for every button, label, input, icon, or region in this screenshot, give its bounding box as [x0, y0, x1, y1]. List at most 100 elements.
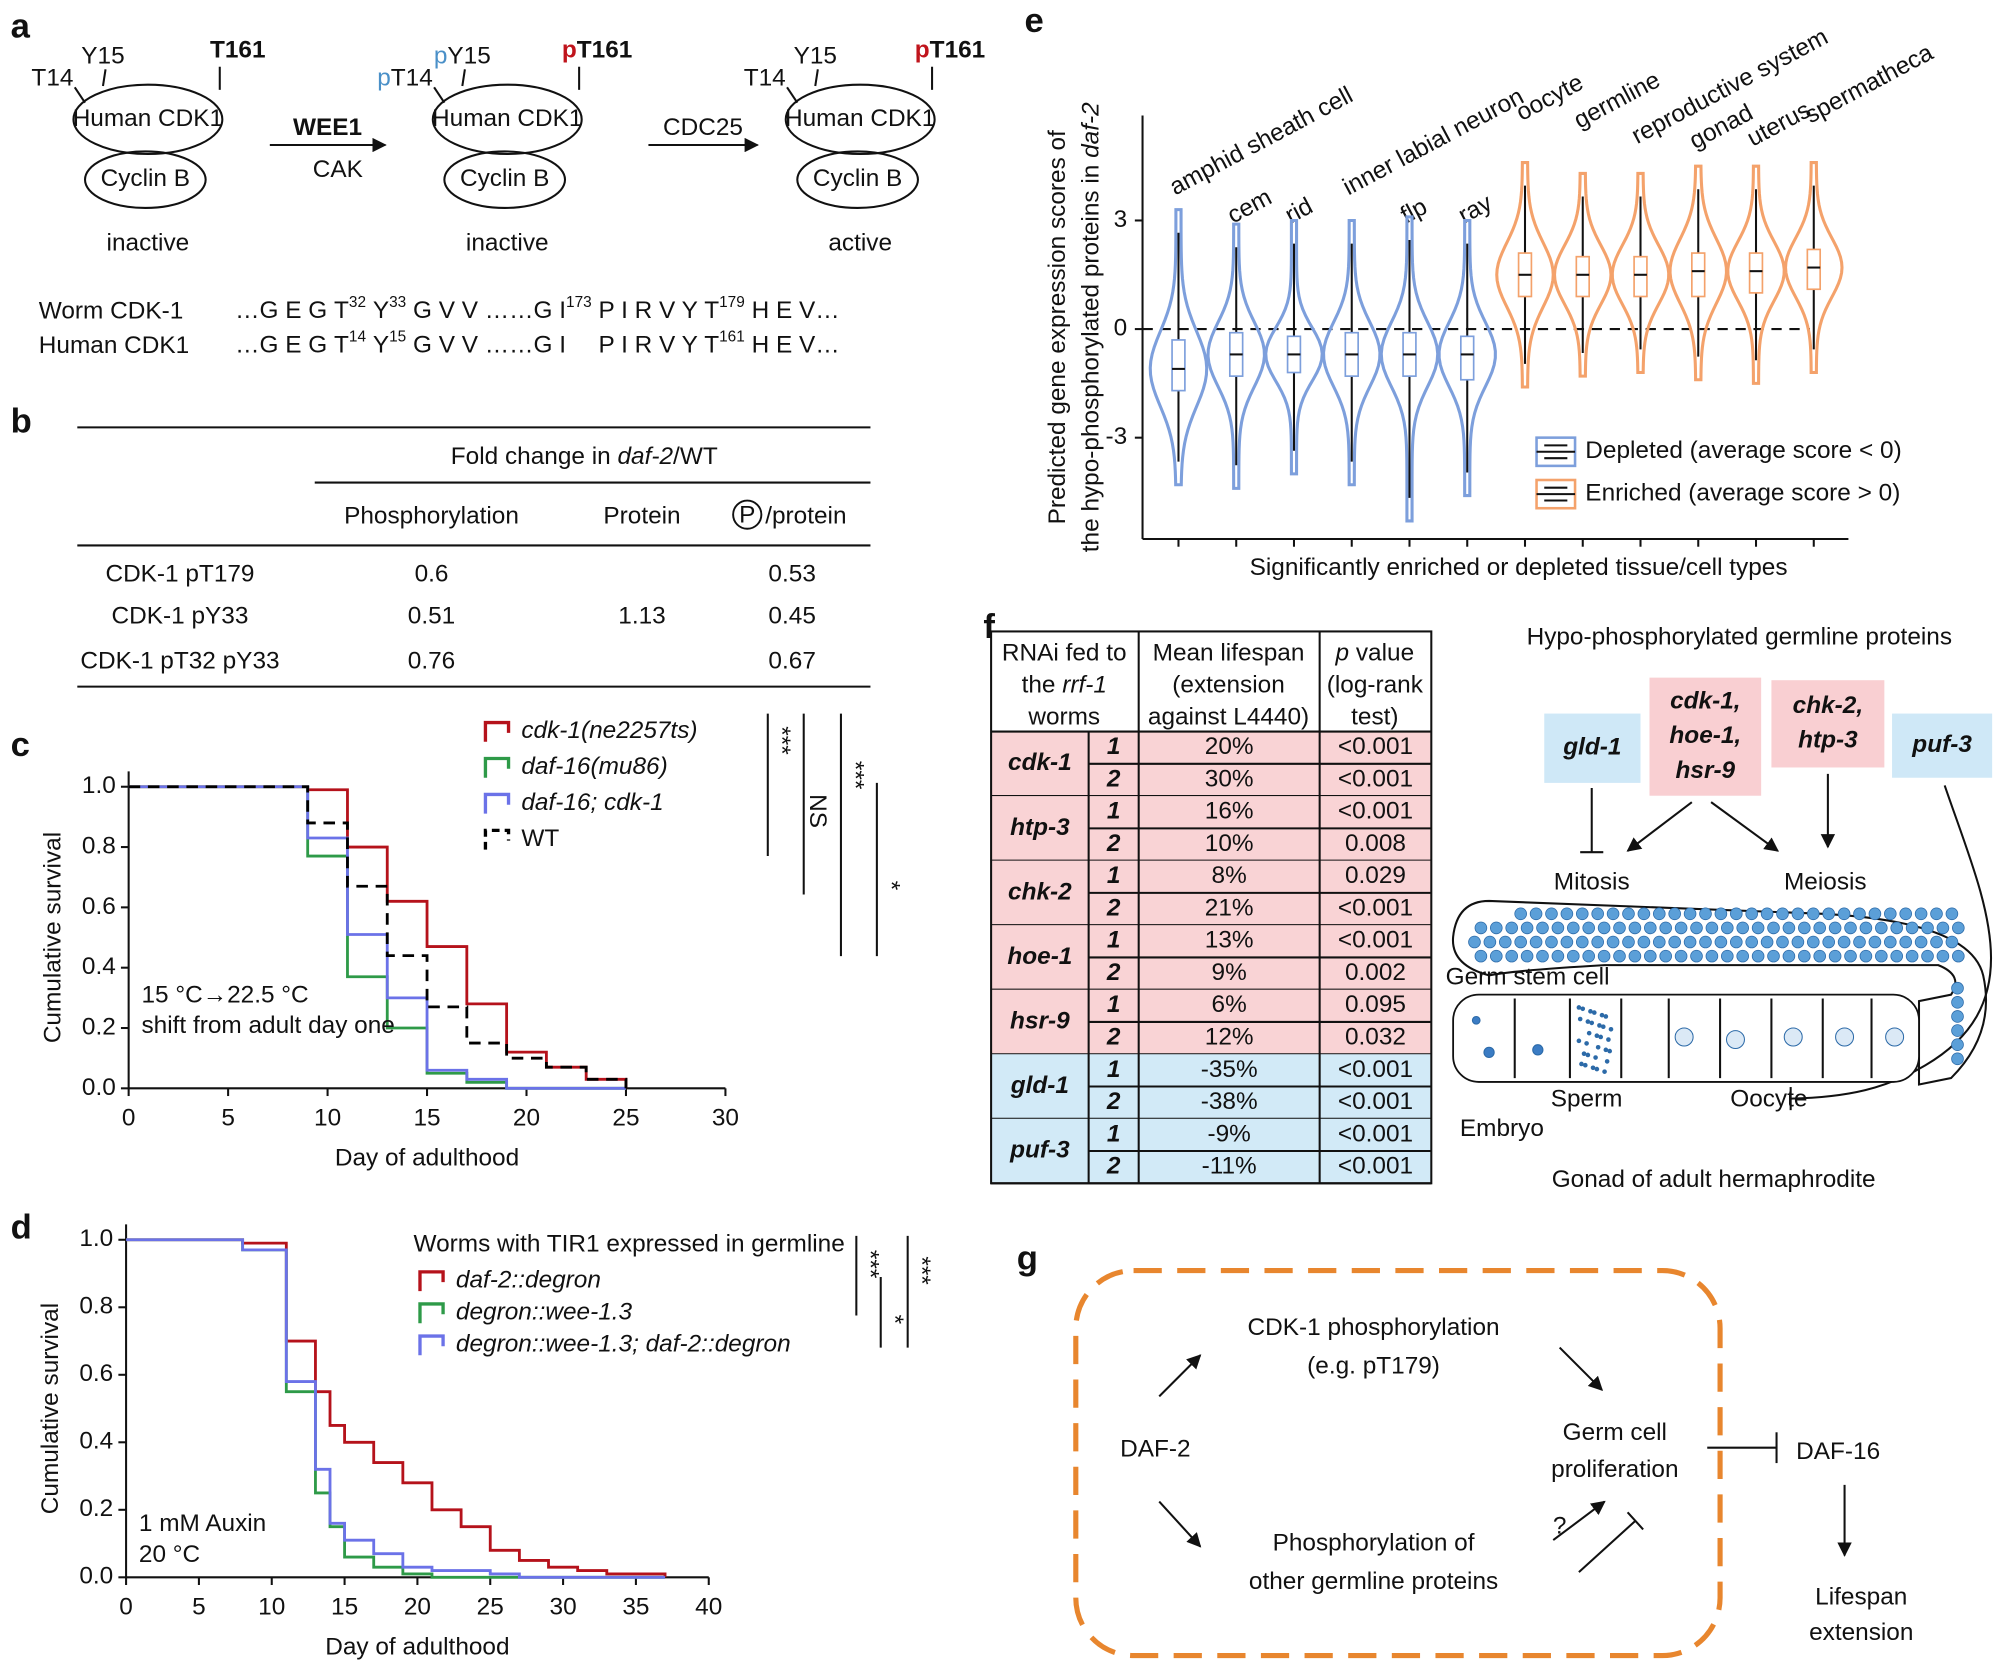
germ-cell: [1674, 921, 1688, 935]
p-value: <0.001: [1338, 1120, 1413, 1147]
legend-title: Worms with TIR1 expressed in germline: [414, 1230, 845, 1257]
category-label: flp: [1396, 193, 1431, 229]
germ-cell: [1628, 921, 1642, 935]
sequence-part: Y33: [373, 294, 406, 324]
replicate: 1: [1107, 991, 1121, 1018]
site-tick: [814, 69, 819, 87]
germ-cell: [1668, 935, 1681, 949]
germ-cell: [1730, 907, 1743, 921]
germ-cell: [1905, 949, 1919, 963]
site-tick: [433, 86, 446, 104]
x-tick-label: 0: [119, 1594, 133, 1621]
superscript: 33: [389, 294, 406, 311]
germ-cell: [1782, 921, 1796, 935]
node-label: extension: [1809, 1619, 1913, 1646]
residues: T: [334, 297, 349, 324]
germ-cell: [1613, 949, 1626, 963]
sperm: [1604, 1059, 1610, 1064]
x-tick-label: 15: [413, 1105, 440, 1132]
table-header-part: Mean lifespan: [1153, 640, 1305, 667]
cyclin-label: Cyclin B: [101, 165, 190, 192]
p-value: 0.008: [1345, 830, 1406, 857]
panel-label: c: [11, 726, 30, 764]
germ-cell: [1674, 949, 1688, 963]
y-tick-label: -3: [1105, 423, 1127, 450]
cyclin-label: Cyclin B: [813, 165, 902, 192]
sequence-part: T14: [334, 329, 366, 359]
sperm: [1576, 1005, 1582, 1010]
protein-name: puf-3: [1911, 731, 1972, 758]
germ-cell: [1659, 921, 1672, 935]
site-residue: T14: [744, 65, 786, 92]
germ-cell: [1890, 949, 1904, 963]
residues: T: [704, 297, 719, 324]
diagram-title: Hypo-phosphorylated germline proteins: [1527, 623, 1952, 650]
table-header-part: p: [1335, 640, 1350, 667]
germ-cell: [1767, 921, 1780, 935]
kinase-label: Human CDK1: [785, 105, 935, 132]
germ-cell: [1745, 935, 1758, 949]
sperm: [1594, 1066, 1600, 1072]
germ-cell: [1606, 907, 1620, 921]
protein-box: [1649, 677, 1762, 796]
sequence-part: [366, 332, 373, 359]
replicate: 2: [1106, 1088, 1121, 1115]
p-value: 0.029: [1345, 862, 1406, 889]
kinase-label: Human CDK1: [432, 105, 582, 132]
residues: G V V ……G I: [406, 297, 566, 324]
germ-cell: [1730, 935, 1743, 949]
violin: [1495, 161, 1555, 389]
column-header: P: [739, 501, 755, 528]
extension: -11%: [1202, 1153, 1257, 1180]
germ-cell: [1490, 949, 1503, 963]
site-residue: T161: [930, 37, 986, 64]
y-axis-label-part: daf-2: [1078, 102, 1105, 158]
sperm: [1608, 1026, 1614, 1032]
germ-cell: [1914, 907, 1928, 921]
node-label: (e.g. pT179): [1307, 1352, 1440, 1379]
replicate: 1: [1107, 733, 1121, 760]
column-header: /protein: [765, 503, 846, 530]
violin: [1552, 171, 1613, 378]
sperm: [1599, 1012, 1605, 1018]
site-phospho: p: [562, 37, 577, 64]
replicate: 2: [1106, 1024, 1121, 1051]
germ-cell: [1560, 935, 1574, 949]
gene-name: chk-2: [1008, 878, 1072, 905]
p-value: <0.001: [1338, 1056, 1413, 1083]
legend-swatch: [418, 1270, 445, 1292]
violin: [1437, 218, 1497, 498]
superscript: 161: [719, 329, 745, 346]
protein-box: [1771, 680, 1885, 768]
germ-cell: [1853, 907, 1866, 921]
sperm: [1579, 1061, 1584, 1067]
table-header: p value: [1335, 640, 1415, 667]
legend-label: Depleted (average score < 0): [1585, 437, 1901, 464]
column-header: Protein: [603, 503, 680, 530]
extension: 20%: [1205, 733, 1254, 760]
sequence-part: T179: [704, 294, 745, 324]
germ-cell: [1699, 907, 1712, 921]
cyclin-label: Cyclin B: [460, 165, 549, 192]
cell: 0.51: [408, 603, 455, 630]
sequence-part: …G E G: [235, 332, 334, 359]
box: [1459, 335, 1475, 381]
nucleus: [1483, 1046, 1495, 1059]
sperm: [1585, 1019, 1591, 1024]
superscript: 173: [566, 294, 592, 311]
germ-cell: [1813, 921, 1827, 935]
germ-cell: [1951, 981, 1964, 995]
sequence-part: …G E G: [235, 297, 334, 324]
germ-cell: [1545, 935, 1558, 949]
table-header-part: daf-2: [617, 444, 673, 471]
nucleus: [1725, 1030, 1745, 1050]
sperm: [1595, 1044, 1601, 1050]
replicate: 2: [1106, 830, 1121, 857]
table-header: (log-rank: [1327, 672, 1424, 699]
table-header-part: test): [1351, 704, 1398, 731]
row-name: CDK-1 pT179: [105, 560, 254, 587]
germ-cell: [1683, 907, 1697, 921]
y-tick-label: 0: [1114, 315, 1128, 342]
panel-label: g: [1017, 1239, 1038, 1277]
